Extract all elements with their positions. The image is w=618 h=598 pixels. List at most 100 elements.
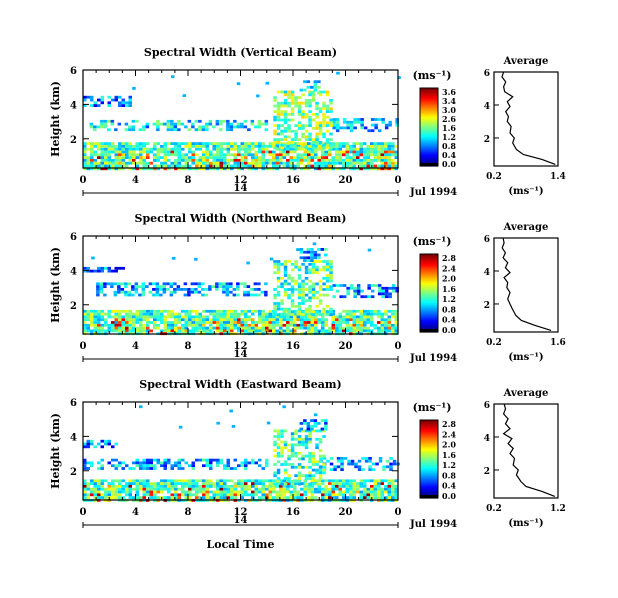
average-profile-line (501, 71, 556, 165)
heatmap-cell (308, 296, 312, 300)
heatmap-cell (174, 493, 178, 497)
heatmap-cell (366, 147, 370, 151)
heatmap-cell (296, 164, 300, 168)
heatmap-cell (100, 125, 104, 129)
heatmap-cell (166, 128, 171, 132)
heatmap-cell (167, 461, 171, 465)
heatmap-cell (293, 167, 297, 171)
heatmap-cell (275, 147, 279, 151)
heatmap-cell (226, 326, 230, 330)
heatmap-cell (303, 315, 307, 319)
heatmap-cell (184, 493, 188, 497)
heatmap-cell (132, 321, 136, 324)
heatmap-cell (313, 83, 318, 86)
heatmap-cell (83, 482, 87, 485)
heatmap-cell (265, 323, 269, 327)
heatmap-cell (276, 477, 281, 480)
heatmap-cell (394, 493, 398, 497)
heatmap-cell (128, 329, 132, 333)
heatmap-cell (205, 142, 209, 145)
heatmap-cell (314, 312, 318, 316)
heatmap-cell (177, 156, 181, 159)
heatmap-cell (139, 496, 143, 499)
heatmap-cell (261, 122, 265, 126)
heatmap-cell (318, 124, 323, 127)
heatmap-cell (205, 482, 209, 485)
heatmap-cell (195, 312, 199, 316)
heatmap-cell (335, 284, 340, 287)
heatmap-cell (315, 141, 319, 144)
heatmap-cell (219, 496, 223, 499)
heatmap-cell (100, 266, 104, 270)
heatmap-cell (209, 464, 213, 468)
colorbar-swatch (420, 154, 438, 157)
heatmap-cell (244, 318, 248, 322)
colorbar-swatch (420, 326, 438, 329)
heatmap-cell (280, 104, 284, 108)
heatmap-cell (387, 167, 391, 171)
colorbar-swatch (420, 130, 438, 134)
heatmap-cell (167, 147, 171, 151)
heatmap-cell (174, 496, 178, 499)
heatmap-cell (90, 150, 94, 154)
heatmap-cell (391, 142, 395, 145)
heatmap-cell (301, 437, 305, 441)
average-y-tick-label: 4 (484, 268, 490, 278)
heatmap-cell (148, 290, 153, 294)
heatmap-cell (394, 490, 398, 494)
heatmap-cell (258, 321, 262, 324)
heatmap-cell (89, 125, 94, 129)
heatmap-cell (83, 164, 87, 168)
heatmap-cell (240, 464, 244, 468)
heatmap-cell (380, 150, 384, 154)
colorbar-swatch (420, 296, 438, 300)
heatmap-cell (153, 467, 157, 470)
heatmap-cell (153, 315, 157, 319)
heatmap-cell (280, 302, 284, 305)
heatmap-cell (184, 329, 188, 333)
heatmap-cell (159, 293, 163, 297)
heatmap-cell (321, 156, 325, 159)
heatmap-cell (188, 150, 192, 154)
heatmap-cell (329, 99, 333, 102)
heatmap-cell (163, 461, 167, 465)
heatmap-cell (233, 125, 237, 129)
heatmap-cell (279, 321, 283, 324)
heatmap-cell (384, 164, 388, 168)
heatmap-cell (142, 142, 146, 145)
heatmap-cell (363, 312, 367, 316)
heatmap-cell (118, 145, 122, 148)
heatmap-cell (107, 159, 111, 162)
heatmap-cell (209, 153, 213, 157)
heatmap-cell (273, 435, 277, 438)
heatmap-cell (209, 323, 213, 327)
heatmap-cell (287, 276, 291, 280)
x-tick-label: 0 (395, 175, 402, 186)
heatmap-cell (272, 321, 276, 324)
heatmap-cell (97, 326, 101, 330)
heatmap-cell (181, 147, 185, 151)
heatmap-cell (265, 167, 269, 171)
heatmap-cell (153, 147, 157, 151)
average-x-tick-label: 1.2 (550, 504, 566, 514)
heatmap-cell (317, 85, 321, 89)
panel-3: Spectral Width (Eastward Beam)0 4 8 12 16 20 0… (49, 378, 566, 530)
heatmap-cell (86, 323, 90, 327)
heatmap-cell (188, 482, 192, 485)
heatmap-cell (156, 159, 160, 162)
heatmap-cell (314, 329, 318, 333)
heatmap-cell (117, 122, 122, 126)
heatmap-cell (360, 123, 364, 127)
heatmap-cell (149, 329, 153, 333)
heatmap-cell (380, 159, 384, 162)
colorbar-swatch (420, 312, 438, 316)
heatmap-cell (317, 253, 321, 257)
heatmap-cell (167, 159, 171, 162)
heatmap-cell (195, 458, 199, 462)
heatmap-cell (328, 479, 332, 483)
heatmap-cell (166, 288, 170, 291)
heatmap-cell (128, 159, 132, 162)
heatmap-cell (310, 156, 314, 159)
heatmap-cell (216, 421, 220, 425)
heatmap-cell (276, 429, 281, 433)
